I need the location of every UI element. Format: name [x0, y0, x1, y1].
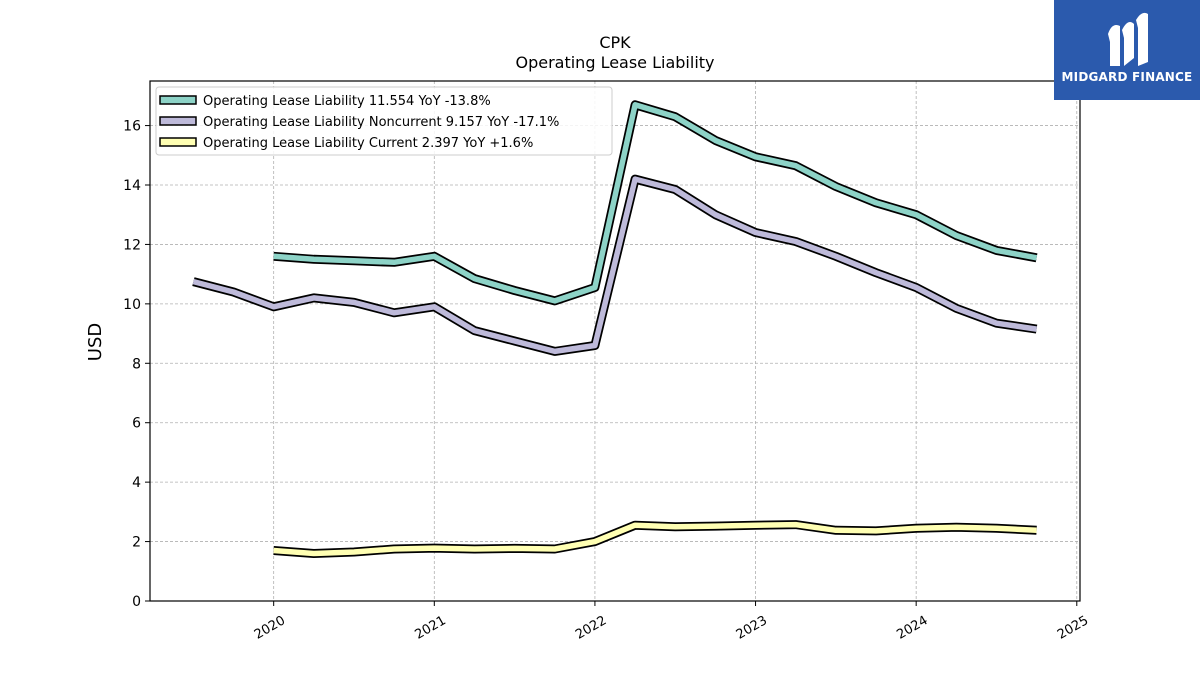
y-tick-label: 8 [132, 356, 141, 372]
y-tick-label: 4 [132, 475, 141, 491]
x-tick-label: 2025 [1055, 613, 1091, 643]
y-tick-label: 10 [123, 297, 141, 313]
y-tick-label: 6 [132, 416, 141, 432]
series-line [273, 521, 1037, 557]
x-tick-label: 2023 [734, 613, 770, 643]
legend-label: Operating Lease Liability Current 2.397 … [203, 136, 533, 151]
y-tick-label: 0 [132, 594, 141, 610]
legend-swatch [159, 116, 197, 126]
y-tick-label: 14 [123, 178, 141, 194]
grid [150, 81, 1080, 602]
series-2 [273, 520, 1037, 558]
series-0 [273, 100, 1038, 306]
series-layer [192, 100, 1038, 558]
chart-title: CPK [599, 33, 631, 52]
brand-logo: MIDGARD FINANCE [1054, 0, 1200, 100]
chart-subtitle: Operating Lease Liability [515, 53, 714, 72]
legend-label: Operating Lease Liability Noncurrent 9.1… [203, 115, 559, 130]
logo-mark-icon [1108, 12, 1148, 66]
y-tick-label: 16 [123, 119, 141, 135]
legend: Operating Lease Liability 11.554 YoY -13… [155, 86, 613, 156]
legend-box [155, 86, 613, 156]
legend-swatch [159, 95, 197, 105]
y-axis: 0 2 4 6 8 10 12 14 16 [123, 119, 150, 610]
series-line [273, 102, 1038, 304]
series-line [192, 176, 1038, 355]
y-axis-label: USD [85, 323, 106, 361]
x-tick-label: 2024 [894, 613, 930, 643]
logo-text: MIDGARD FINANCE [1061, 70, 1193, 84]
x-tick-label: 2022 [573, 613, 609, 643]
legend-swatch [159, 137, 197, 147]
legend-label: Operating Lease Liability 11.554 YoY -13… [203, 94, 491, 109]
series-1 [192, 174, 1038, 356]
x-tick-label: 2020 [252, 613, 288, 643]
y-tick-label: 2 [132, 535, 141, 551]
x-axis: 2020 2021 2022 2023 2024 2025 [252, 601, 1091, 643]
y-tick-label: 12 [123, 237, 141, 253]
plot-frame [149, 80, 1081, 602]
x-tick-label: 2021 [412, 613, 448, 643]
